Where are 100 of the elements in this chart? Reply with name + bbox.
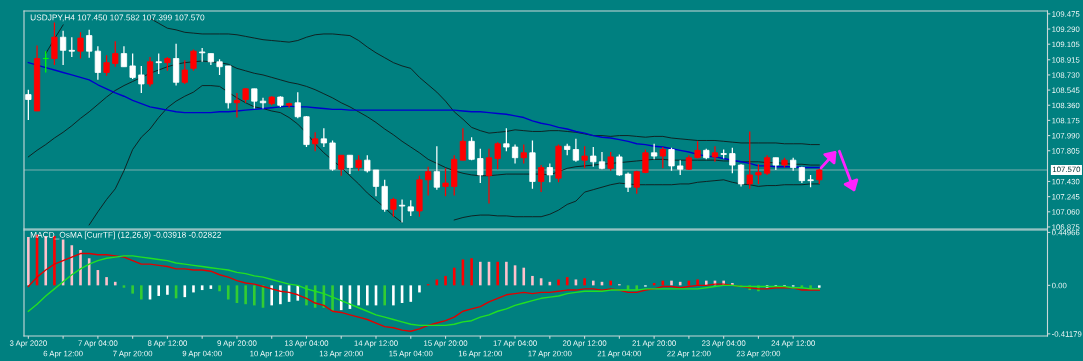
candlestick <box>668 147 675 172</box>
candlestick <box>651 143 658 160</box>
bar <box>731 283 734 286</box>
candlestick <box>659 146 666 169</box>
candlestick <box>155 52 162 75</box>
bar <box>27 237 30 286</box>
candlestick <box>485 148 493 205</box>
candlestick <box>572 138 580 163</box>
bar <box>192 285 195 293</box>
bar <box>817 285 821 288</box>
bar <box>678 281 682 286</box>
candlestick <box>146 56 154 88</box>
candlestick <box>51 21 58 66</box>
candlestick <box>103 54 110 77</box>
candlestick <box>433 145 440 191</box>
bar <box>565 277 569 286</box>
bar <box>357 285 360 306</box>
bar <box>383 285 386 306</box>
chart-title: MACD_OsMA [CurrTF] (12,26,9) -0.03918 -0.02822 <box>30 231 222 240</box>
candlestick <box>459 127 467 161</box>
candlestick <box>381 179 388 213</box>
candlestick <box>172 43 180 87</box>
candlestick <box>346 154 354 175</box>
bar <box>226 285 230 300</box>
bar <box>670 280 673 286</box>
candlestick <box>251 88 258 110</box>
bar <box>140 285 143 300</box>
bar <box>183 285 187 298</box>
bar <box>505 261 508 286</box>
bar <box>704 280 708 286</box>
candlestick <box>390 197 397 218</box>
bar <box>591 280 595 286</box>
candlestick <box>503 127 510 152</box>
bar <box>79 250 82 286</box>
bar <box>270 285 274 306</box>
candlestick <box>68 36 75 58</box>
bar <box>444 275 447 286</box>
bar <box>696 279 699 286</box>
candlestick <box>616 153 623 177</box>
bar <box>105 277 108 286</box>
candlestick <box>86 29 93 59</box>
candlestick <box>294 91 301 119</box>
bar <box>166 285 169 295</box>
candlestick <box>737 163 745 188</box>
candlestick <box>60 30 67 66</box>
bar <box>339 285 343 311</box>
bar <box>609 280 612 286</box>
chart-title: USDJPY,H4 107.450 107.582 107.399 107.570 <box>30 14 205 22</box>
candlestick <box>398 198 406 224</box>
candlestick <box>138 65 145 94</box>
candlestick <box>77 31 84 60</box>
candlestick <box>755 163 762 185</box>
candlestick <box>129 52 136 80</box>
bar <box>418 285 421 293</box>
candlestick <box>338 154 345 177</box>
candlestick <box>546 162 553 183</box>
candlestick <box>607 151 614 172</box>
bar <box>366 285 369 306</box>
bar <box>583 278 586 286</box>
bar <box>496 261 499 286</box>
bar <box>531 275 534 286</box>
candlestick <box>372 169 380 197</box>
candlestick <box>511 143 519 165</box>
bar <box>70 245 74 286</box>
candlestick <box>494 141 501 170</box>
bar <box>331 285 334 312</box>
bar <box>557 279 560 286</box>
candlestick <box>425 166 432 197</box>
candlestick <box>312 131 319 152</box>
candlestick <box>538 164 545 193</box>
bar <box>253 285 256 306</box>
candlestick <box>94 45 101 81</box>
bar <box>244 285 247 305</box>
candlestick <box>233 92 241 119</box>
candlestick <box>181 59 188 85</box>
candlestick <box>25 89 32 121</box>
candlestick <box>120 45 128 68</box>
bar <box>131 285 134 294</box>
bar <box>470 258 473 286</box>
bar <box>452 267 456 286</box>
candlestick <box>320 127 327 148</box>
candlestick <box>711 145 719 163</box>
candlestick <box>190 48 197 72</box>
bar <box>522 267 526 286</box>
candlestick <box>112 40 119 68</box>
bar <box>218 285 221 292</box>
candlestick <box>764 154 771 176</box>
bar <box>479 261 482 286</box>
candlestick <box>520 143 527 165</box>
bar <box>392 285 395 306</box>
bar <box>122 285 126 288</box>
bar <box>113 281 117 286</box>
candlestick <box>729 147 736 174</box>
candlestick <box>624 171 632 193</box>
bar <box>409 285 413 302</box>
candlestick <box>590 146 597 168</box>
candlestick <box>581 145 588 169</box>
candlestick <box>442 167 449 197</box>
candlestick <box>477 148 484 184</box>
candlestick <box>746 130 753 190</box>
